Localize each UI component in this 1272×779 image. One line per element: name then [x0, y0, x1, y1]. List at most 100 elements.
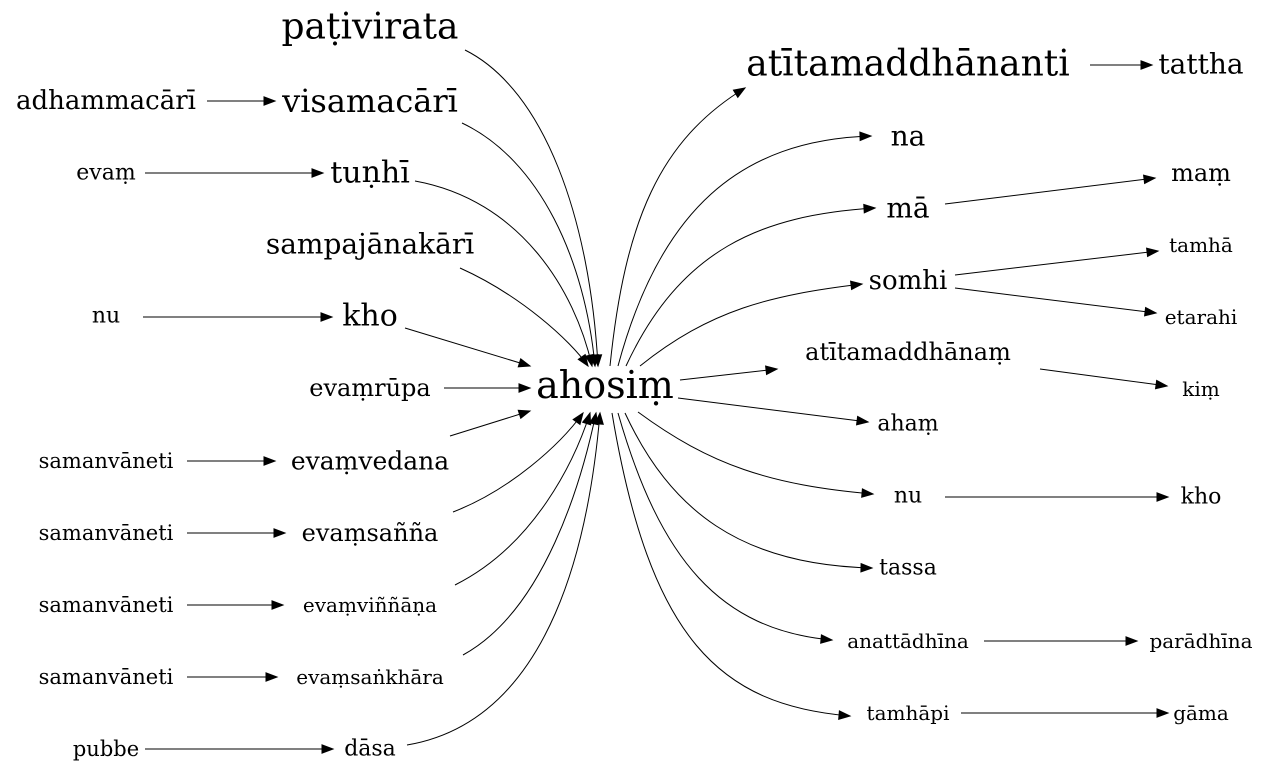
- edge-line: [461, 122, 596, 367]
- arrow-head: [732, 87, 747, 99]
- edge-line: [414, 180, 593, 367]
- edge-nu_left-to-kho_left: [143, 312, 334, 322]
- node-tassa: tassa: [879, 556, 937, 581]
- arrow-head: [263, 456, 277, 466]
- edge-samanvaneti_1-to-evamvedana: [187, 456, 277, 466]
- edge-ahosim-to-nu_right: [637, 411, 875, 498]
- arrow-head: [820, 634, 834, 644]
- edge-somhi-to-etarahi: [954, 287, 1158, 317]
- graph-nodes: ahosiṃ paṭivirata adhammacārī visamacārī eva…: [16, 7, 1253, 762]
- node-pubbe: pubbe: [73, 737, 139, 761]
- arrow-head: [861, 488, 875, 498]
- edge-line: [954, 287, 1157, 314]
- edge-ma-to-mam: [944, 174, 1157, 205]
- edge-ahosim-to-tassa: [624, 412, 874, 573]
- node-atitamaddhananti: atītamaddhānanti: [746, 44, 1070, 85]
- node-ahosim: ahosiṃ: [536, 363, 674, 407]
- node-evamvedana: evaṃvedana: [291, 447, 449, 476]
- edge-samanvaneti_3-to-evamvinnana: [187, 600, 285, 610]
- edge-sampajanakari-to-ahosim: [459, 267, 589, 368]
- edge-ahosim-to-atitamaddhanam: [679, 365, 779, 381]
- edge-line: [459, 267, 589, 367]
- edge-tunhi-to-ahosim: [414, 180, 595, 368]
- node-kho-right: kho: [1181, 485, 1222, 510]
- edge-adhammacari-to-visamacari: [207, 96, 277, 106]
- edge-line: [617, 412, 833, 641]
- edge-line: [611, 412, 851, 717]
- edge-line: [954, 250, 1159, 276]
- edge-kho_left-to-ahosim: [404, 327, 532, 368]
- node-visamacari: visamacārī: [281, 82, 458, 120]
- edge-line: [609, 87, 746, 367]
- edge-line: [449, 410, 531, 437]
- node-dasa: dāsa: [344, 737, 396, 762]
- arrow-head: [311, 168, 325, 178]
- edge-line: [679, 368, 778, 381]
- edge-ahosim-to-somhi: [639, 280, 864, 367]
- edge-line: [624, 412, 873, 569]
- edge-anattadhina-to-paradhina: [984, 636, 1139, 646]
- edge-ahosim-to-na: [617, 131, 873, 367]
- arrow-head: [860, 562, 874, 573]
- arrow-head: [1156, 492, 1170, 502]
- edge-evamvinnana-to-ahosim: [454, 411, 592, 586]
- node-evamsankhara: evaṃsaṅkhāra: [296, 665, 444, 689]
- arrow-head: [517, 409, 532, 420]
- node-mam: maṃ: [1171, 159, 1231, 187]
- edge-evamsanna-to-ahosim: [452, 411, 584, 513]
- node-tamhapi: tamhāpi: [867, 701, 950, 725]
- arrow-head: [838, 710, 852, 720]
- node-tunhi: tuṇhī: [330, 156, 410, 191]
- edge-line: [1039, 368, 1168, 387]
- arrow-head: [581, 411, 592, 426]
- edge-pubbe-to-dasa: [145, 744, 335, 754]
- edge-ahosim-to-ma: [625, 203, 877, 367]
- arrow-head: [1125, 636, 1139, 646]
- edge-evamrupa-to-ahosim: [444, 383, 532, 393]
- edge-line: [406, 412, 601, 746]
- arrow-head: [1142, 174, 1157, 185]
- arrow-head: [1154, 379, 1169, 390]
- edge-tamhapi-to-gama: [961, 708, 1170, 718]
- edge-line: [454, 412, 591, 586]
- edge-line: [677, 397, 869, 423]
- node-aham: ahaṃ: [877, 412, 938, 437]
- node-evamvinnana: evaṃviññāṇa: [303, 593, 437, 617]
- node-evamsanna: evaṃsañña: [302, 519, 439, 547]
- edge-line: [625, 207, 876, 367]
- edge-samanvaneti_2-to-evamsanna: [187, 528, 287, 538]
- edge-evamsankhara-to-ahosim: [462, 411, 599, 656]
- edge-dasa-to-ahosim: [406, 411, 604, 746]
- edge-atitamaddhananti-to-tattha: [1090, 60, 1154, 70]
- edge-atitamaddhanam-to-kim: [1039, 368, 1169, 390]
- edge-line: [617, 135, 872, 367]
- arrow-head: [321, 744, 335, 754]
- arrow-head: [859, 131, 873, 142]
- arrow-head: [273, 528, 287, 538]
- arrow-head: [765, 365, 779, 376]
- edge-line: [637, 411, 874, 495]
- node-somhi: somhi: [869, 266, 948, 296]
- arrow-head: [863, 203, 877, 214]
- node-pativirata: paṭivirata: [282, 7, 459, 48]
- arrow-head: [1146, 247, 1160, 258]
- edge-ahosim-to-tamhapi: [611, 412, 852, 720]
- arrow-head: [1143, 306, 1158, 317]
- edge-evam-to-tunhi: [145, 168, 325, 178]
- node-ma: mā: [886, 192, 929, 225]
- node-samanvaneti-2: samanvāneti: [39, 521, 174, 545]
- node-atitamaddhanam: atītamaddhānaṃ: [805, 338, 1011, 366]
- arrow-head: [849, 280, 864, 291]
- edge-line: [464, 49, 599, 367]
- node-etarahi: etarahi: [1165, 305, 1238, 329]
- graph-edges: [143, 49, 1170, 754]
- node-evamrupa: evaṃrūpa: [309, 374, 430, 402]
- node-adhammacari: adhammacārī: [16, 86, 196, 116]
- arrow-head: [577, 353, 589, 368]
- arrow-head: [518, 383, 532, 393]
- node-anattadhina: anattādhīna: [847, 629, 969, 653]
- arrow-head: [1156, 708, 1170, 718]
- arrow-head: [320, 312, 334, 322]
- arrow-head: [263, 96, 277, 106]
